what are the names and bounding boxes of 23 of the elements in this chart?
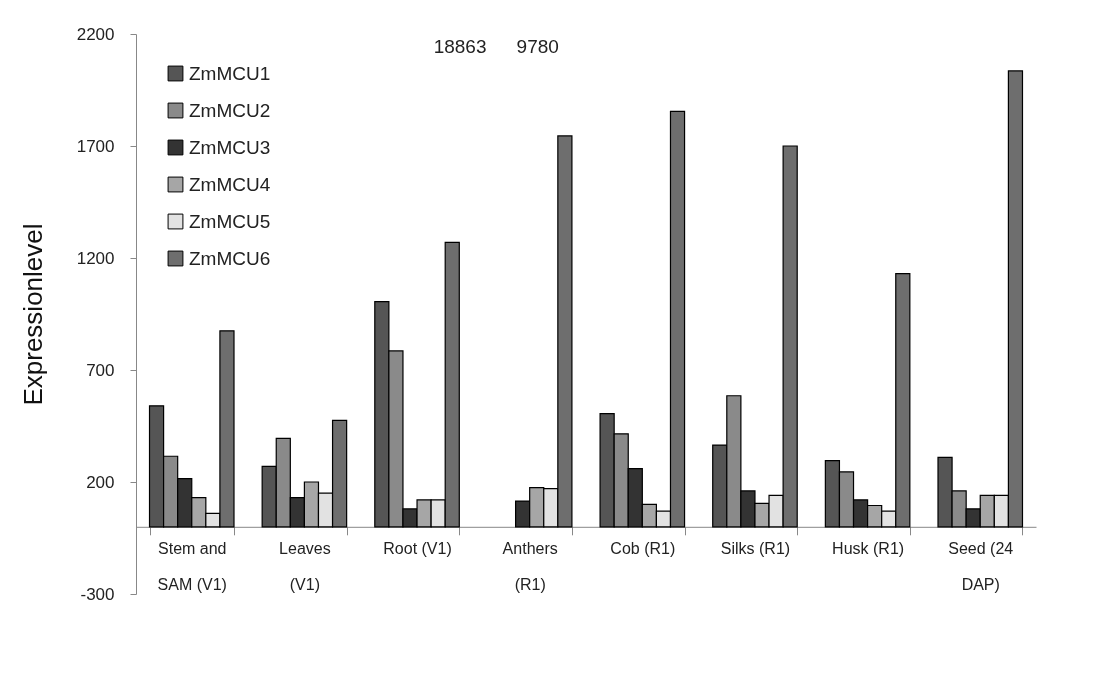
x-tick-label: Leaves (V1) [279, 540, 331, 594]
y-tick-label: 2200 [76, 24, 115, 44]
x-tick-label: Husk (R1) [832, 540, 905, 558]
y-tick-label: 1700 [76, 136, 115, 156]
x-tick-label: Cob (R1) [610, 540, 676, 558]
legend-label: ZmMCU3 [189, 136, 271, 158]
y-tick-label: 1200 [76, 248, 115, 268]
annotation: 18863 [433, 36, 487, 57]
legend-label: ZmMCU1 [189, 62, 271, 84]
legend-label: ZmMCU4 [189, 173, 271, 195]
x-tick-label: Root (V1) [383, 540, 452, 558]
y-tick-label: 200 [86, 472, 115, 492]
x-tick-label: Stem and SAM (V1) [157, 540, 227, 594]
x-tick-label: Silks (R1) [720, 540, 791, 558]
y-axis-title: Expressionlevel [17, 223, 48, 406]
legend-label: ZmMCU2 [189, 99, 271, 121]
y-tick-label: -300 [80, 584, 115, 604]
annotation: 9780 [516, 36, 559, 57]
legend-label: ZmMCU5 [189, 210, 271, 232]
legend-label: ZmMCU6 [189, 247, 271, 269]
x-tick-label: Anthers (R1) [502, 540, 558, 594]
y-tick-label: 700 [86, 360, 115, 380]
x-tick-label: Seed (24 DAP) [948, 540, 1014, 594]
